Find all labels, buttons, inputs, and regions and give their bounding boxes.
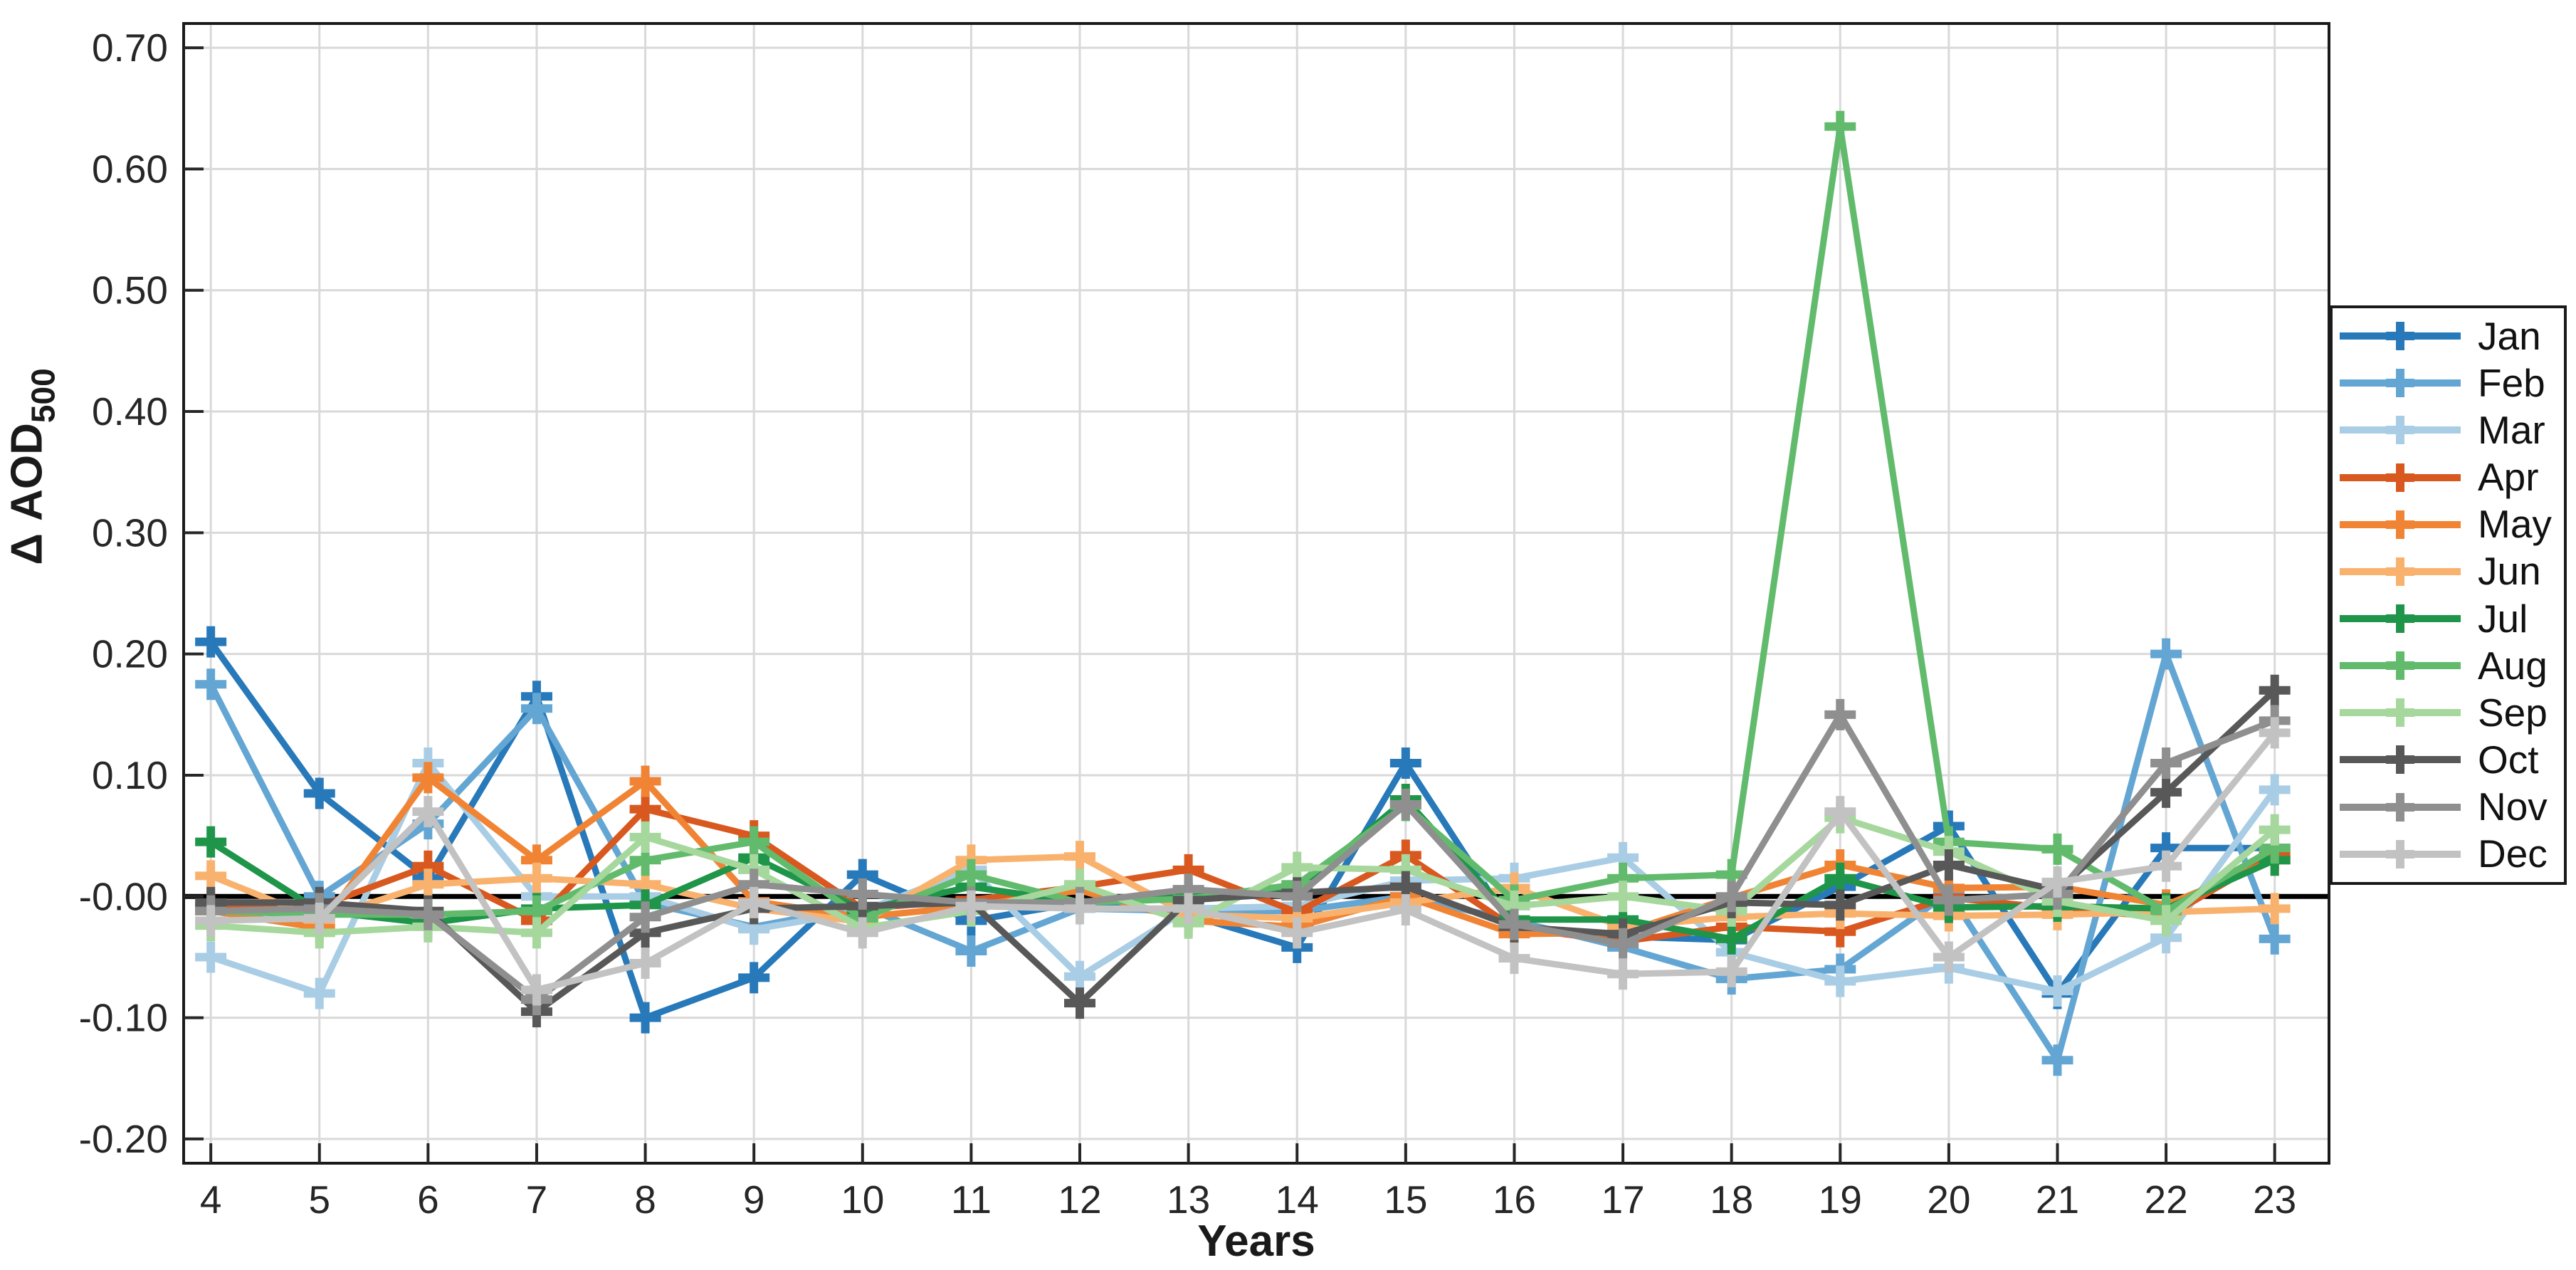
x-tick-label: 9 — [743, 1177, 765, 1222]
x-tick-label: 18 — [1710, 1177, 1753, 1222]
gridlines — [184, 23, 2329, 1163]
x-tick-label: 15 — [1384, 1177, 1427, 1222]
legend-label-mar: Mar — [2478, 407, 2545, 452]
series-markers-aug — [195, 110, 2291, 934]
x-tick-label: 7 — [526, 1177, 548, 1222]
y-tick-label: 0.40 — [92, 389, 168, 434]
y-tick-label: -0.20 — [79, 1117, 168, 1161]
legend-line-swatch-jun — [2340, 557, 2461, 586]
x-tick-label: 23 — [2253, 1177, 2296, 1222]
x-tick-label: 4 — [200, 1177, 222, 1222]
legend-label-may: May — [2478, 502, 2552, 547]
legend-label-feb: Feb — [2478, 360, 2545, 405]
y-axis-label-text: Δ AOD — [2, 423, 52, 565]
legend-item-jan: Jan — [2333, 314, 2564, 358]
x-tick-label: 8 — [634, 1177, 656, 1222]
x-tick-label: 6 — [417, 1177, 439, 1222]
series-markers-dec — [195, 717, 2291, 1006]
series-aug — [195, 110, 2291, 934]
legend-label-jun: Jun — [2478, 549, 2541, 594]
legend-item-jun: Jun — [2333, 550, 2564, 594]
series-feb — [195, 638, 2291, 1076]
x-tick-label: 11 — [951, 1177, 992, 1222]
axis-ticks — [184, 46, 2276, 1163]
legend-line-swatch-dec — [2340, 839, 2461, 868]
x-axis-label: Years — [1197, 1217, 1315, 1266]
y-tick-label: -0.00 — [79, 874, 168, 918]
legend-line-swatch-nov — [2340, 792, 2461, 822]
legend-label-aug: Aug — [2478, 643, 2548, 688]
legend-line-swatch-aug — [2340, 651, 2461, 681]
y-axis-label: Δ AOD500 — [2, 268, 63, 666]
legend-item-aug: Aug — [2333, 644, 2564, 688]
y-axis-label-subscript: 500 — [24, 368, 62, 424]
x-tick-label: 22 — [2144, 1177, 2187, 1222]
legend-label-dec: Dec — [2478, 831, 2548, 876]
x-tick-label: 12 — [1058, 1177, 1101, 1222]
series-dec — [195, 717, 2291, 1006]
y-tick-label: 0.70 — [92, 26, 168, 70]
legend-item-may: May — [2333, 503, 2564, 547]
legend-line-swatch-may — [2340, 510, 2461, 539]
legend-label-oct: Oct — [2478, 737, 2539, 782]
legend-line-swatch-jan — [2340, 322, 2461, 351]
legend-label-sep: Sep — [2478, 690, 2548, 735]
x-tick-label: 21 — [2036, 1177, 2079, 1222]
legend-item-sep: Sep — [2333, 691, 2564, 735]
legend-label-apr: Apr — [2478, 455, 2539, 500]
x-tick-label: 16 — [1493, 1177, 1536, 1222]
y-tick-label: 0.20 — [92, 632, 168, 676]
legend: Jan Feb Mar Apr May Jun Jul Aug Sep Oct Nov Dec — [2330, 305, 2567, 885]
y-tick-label: 0.60 — [92, 147, 168, 191]
series-line-jun — [209, 853, 2275, 930]
legend-item-jul: Jul — [2333, 597, 2564, 641]
legend-label-jan: Jan — [2478, 313, 2541, 358]
legend-line-swatch-apr — [2340, 463, 2461, 492]
series-line-aug — [211, 123, 2276, 922]
x-tick-label: 10 — [841, 1177, 884, 1222]
y-tick-label: 0.50 — [92, 268, 168, 313]
x-tick-label: 5 — [308, 1177, 330, 1222]
tick-labels: 0.70 0.60 0.50 0.40 0.30 0.20 0.10 -0.00 -0.10 -0… — [79, 26, 2297, 1222]
legend-label-jul: Jul — [2478, 596, 2528, 641]
legend-line-swatch-feb — [2340, 369, 2461, 398]
legend-item-dec: Dec — [2333, 832, 2564, 876]
y-tick-label: 0.10 — [92, 753, 168, 797]
legend-line-swatch-sep — [2340, 698, 2461, 728]
legend-line-swatch-mar — [2340, 416, 2461, 445]
series-line-jan — [208, 639, 2275, 1022]
legend-item-nov: Nov — [2333, 785, 2564, 829]
legend-line-swatch-jul — [2340, 604, 2461, 634]
y-tick-label: 0.30 — [92, 510, 168, 555]
x-tick-label: 20 — [1927, 1177, 1970, 1222]
series-markers-feb — [195, 638, 2291, 1076]
legend-line-swatch-oct — [2340, 745, 2461, 775]
x-tick-label: 17 — [1601, 1177, 1644, 1222]
x-tick-label: 19 — [1819, 1177, 1862, 1222]
legend-item-feb: Feb — [2333, 361, 2564, 405]
legend-item-mar: Mar — [2333, 408, 2564, 452]
x-tick-label: 14 — [1276, 1177, 1319, 1222]
legend-item-oct: Oct — [2333, 738, 2564, 782]
series-line-dec — [211, 730, 2278, 993]
legend-item-apr: Apr — [2333, 456, 2564, 500]
y-tick-label: -0.10 — [79, 996, 168, 1040]
x-tick-label: 13 — [1167, 1177, 1210, 1222]
legend-label-nov: Nov — [2478, 784, 2548, 829]
plot-border — [182, 22, 2330, 1165]
series-line-mar — [209, 760, 2278, 997]
